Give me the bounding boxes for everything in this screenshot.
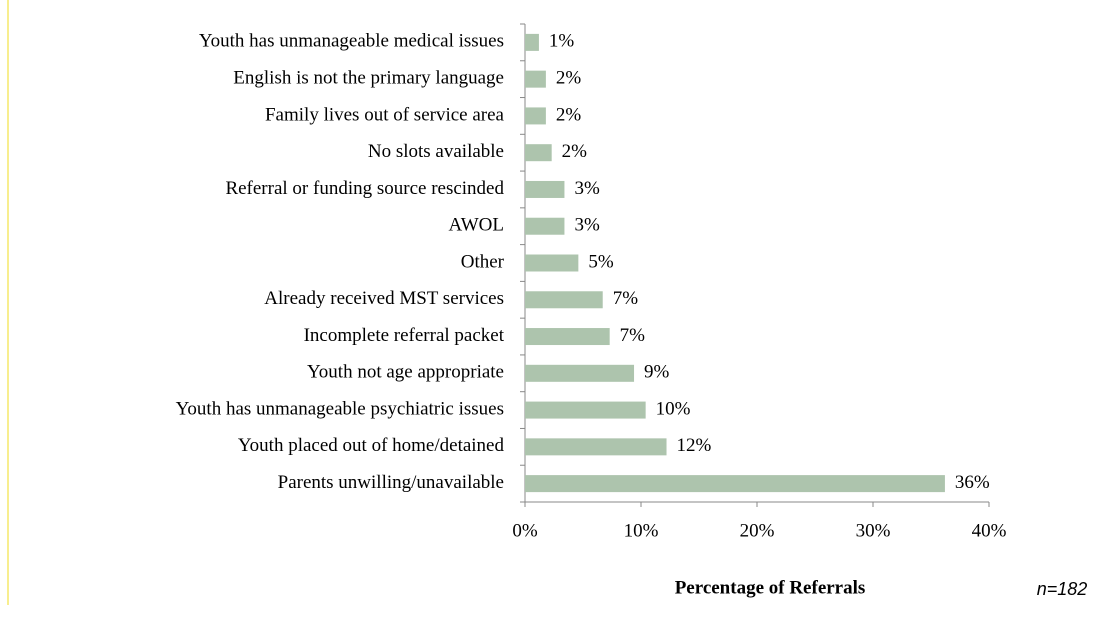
bar: [525, 475, 945, 493]
x-tick-label: 10%: [624, 520, 659, 541]
x-tick-label: 0%: [512, 520, 538, 541]
y-tick-label: Youth has unmanageable medical issues: [199, 31, 504, 52]
value-label: 10%: [656, 398, 691, 419]
bar: [525, 401, 646, 419]
value-label: 7%: [620, 325, 646, 346]
value-label: 2%: [556, 104, 582, 125]
bar: [525, 70, 546, 88]
y-tick-label: Youth placed out of home/detained: [238, 435, 505, 456]
value-label: 7%: [613, 288, 639, 309]
annotation: n=182: [1037, 579, 1088, 599]
bar: [525, 328, 610, 346]
bar: [525, 291, 603, 309]
bar: [525, 33, 539, 51]
bar: [525, 217, 565, 235]
y-tick-label: Youth has unmanageable psychiatric issue…: [176, 398, 504, 419]
y-tick-label: Parents unwilling/unavailable: [278, 472, 504, 493]
x-tick-label: 40%: [972, 520, 1007, 541]
y-tick-label: Other: [461, 251, 505, 272]
y-tick-label: Incomplete referral packet: [304, 325, 505, 346]
bar: [525, 254, 579, 272]
value-label: 3%: [574, 178, 600, 199]
value-label: 3%: [574, 215, 600, 236]
y-tick-label: No slots available: [368, 141, 504, 162]
value-label: 1%: [549, 31, 575, 52]
value-label: 2%: [556, 68, 582, 89]
value-label: 36%: [955, 472, 990, 493]
x-tick-label: 30%: [856, 520, 891, 541]
value-label: 5%: [588, 251, 614, 272]
value-label: 2%: [562, 141, 588, 162]
y-tick-label: Youth not age appropriate: [307, 362, 504, 383]
bar: [525, 180, 565, 198]
y-tick-label: AWOL: [449, 215, 504, 236]
y-tick-label: English is not the primary language: [233, 68, 504, 89]
y-tick-label: Referral or funding source rescinded: [225, 178, 504, 199]
bar: [525, 144, 552, 162]
bar: [525, 107, 546, 125]
value-label: 9%: [644, 362, 670, 383]
x-tick-label: 20%: [740, 520, 775, 541]
bar: [525, 364, 635, 382]
value-label: 12%: [677, 435, 712, 456]
y-tick-label: Already received MST services: [264, 288, 504, 309]
y-tick-label: Family lives out of service area: [265, 104, 505, 125]
x-axis-label: Percentage of Referrals: [675, 577, 866, 598]
bar: [525, 438, 667, 456]
